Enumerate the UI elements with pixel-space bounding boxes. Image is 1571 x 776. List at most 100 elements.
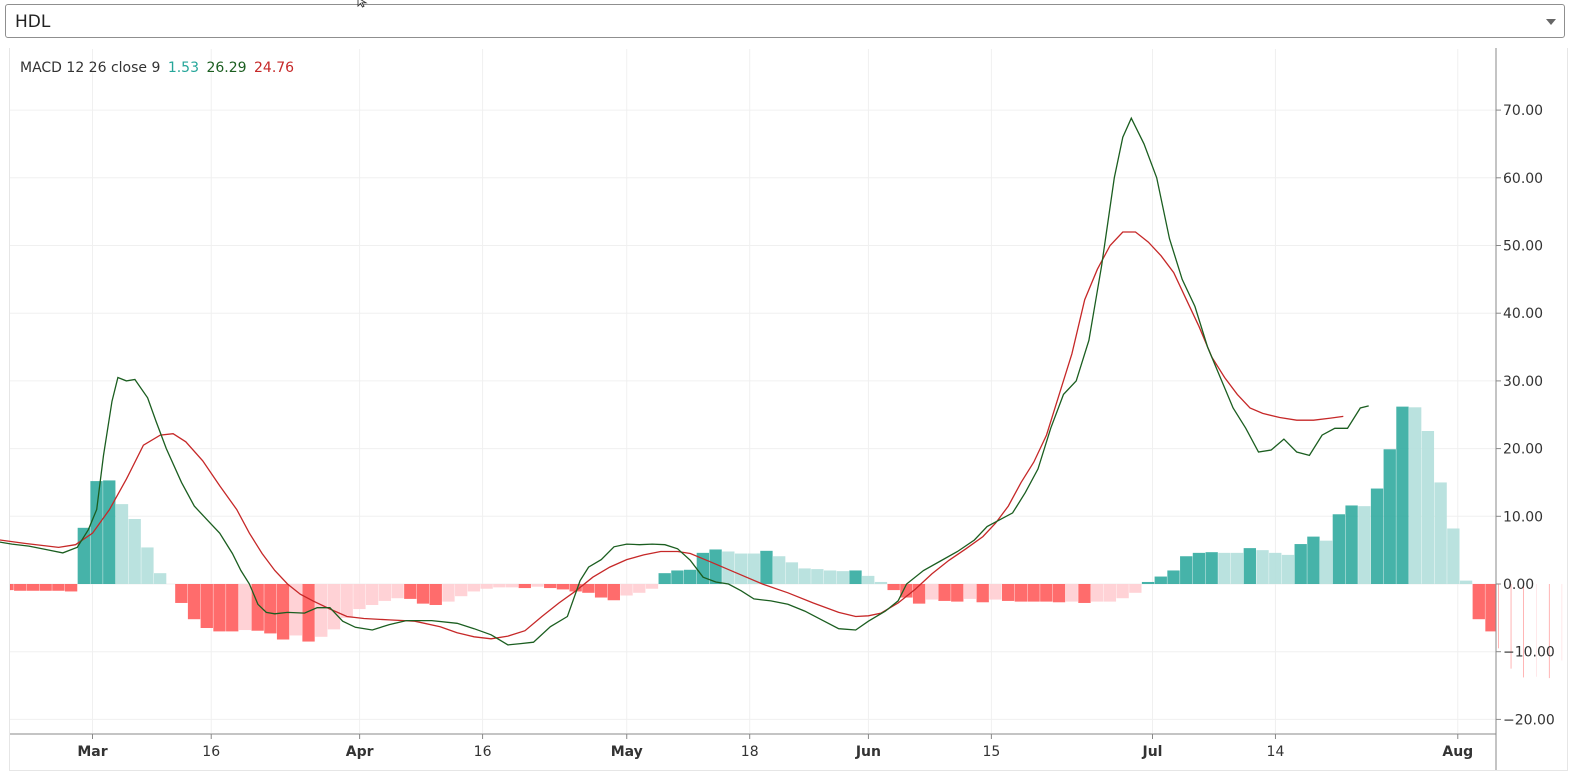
histogram-bar	[39, 584, 52, 591]
histogram-bar	[1561, 584, 1563, 661]
histogram-bar	[1078, 584, 1091, 603]
histogram-bar	[1383, 449, 1396, 584]
time-axis[interactable]: Mar16Apr16May18Jun15Jul14Aug17Sep	[77, 734, 1571, 760]
histogram-bar	[187, 584, 201, 620]
histogram-bar	[747, 553, 760, 584]
histogram-bar	[1192, 552, 1206, 584]
histogram-bar	[1434, 482, 1447, 584]
histogram-bar	[289, 584, 302, 636]
y-tick-label: 40.00	[1503, 306, 1543, 322]
histogram-bar	[938, 584, 951, 601]
histogram-bar	[1269, 552, 1282, 584]
histogram-bar	[1040, 584, 1053, 602]
histogram-bar	[1459, 580, 1473, 584]
histogram-bar	[103, 480, 116, 584]
histogram-bar	[480, 584, 493, 589]
histogram-bar	[1498, 584, 1499, 649]
y-tick-label: 0.00	[1503, 577, 1534, 593]
x-tick-label: 16	[202, 744, 220, 760]
macd-line	[0, 116, 1369, 646]
histogram-bar	[823, 570, 837, 584]
histogram-bar	[1141, 581, 1155, 584]
x-tick-label: Aug	[1442, 744, 1473, 760]
histogram-bar	[365, 584, 379, 605]
chart-legend: MACD 12 26 close 9 1.53 26.29 24.76	[20, 60, 297, 76]
histogram-bar	[1421, 430, 1435, 584]
histogram-bar	[302, 584, 315, 642]
histogram-bar	[1065, 584, 1078, 602]
histogram-bar	[925, 584, 938, 600]
histogram-bar	[1409, 407, 1422, 584]
histogram-bar	[1243, 548, 1256, 584]
histogram-bar	[1091, 584, 1104, 602]
histogram-bar	[671, 570, 684, 584]
histogram-bar	[849, 570, 862, 584]
histogram-bar	[1230, 552, 1244, 584]
histogram-bar	[734, 553, 748, 584]
price-axis[interactable]: 70.00 60.00 50.00 40.00 30.00 20.00 10.00 0.00 −…	[1496, 103, 1555, 728]
histogram-bar	[467, 584, 481, 592]
histogram-bar	[442, 584, 455, 602]
histogram-bar	[64, 584, 78, 592]
histogram-bar	[722, 551, 735, 584]
histogram-bar	[963, 584, 977, 599]
histogram-bar	[633, 584, 646, 593]
histogram-bar	[836, 571, 849, 584]
y-tick-label: −10.00	[1503, 645, 1555, 661]
histogram-bar	[26, 584, 40, 591]
histogram-bar	[1332, 514, 1346, 584]
histogram-bar	[1116, 584, 1129, 599]
histogram-bar	[569, 584, 582, 592]
mouse-cursor-icon	[357, 0, 368, 8]
histogram-bar	[1447, 528, 1460, 584]
histogram-bar	[493, 584, 506, 588]
histogram-bar	[811, 569, 824, 584]
histogram-bar	[238, 584, 252, 631]
histogram-bar	[1523, 584, 1524, 678]
symbol-select[interactable]: HDL	[5, 4, 1565, 38]
histogram-bar	[760, 550, 773, 584]
symbol-select-value: HDL	[15, 12, 51, 32]
y-tick-label: 10.00	[1503, 509, 1543, 525]
histogram-bar	[518, 584, 531, 589]
x-tick-label: Jun	[855, 744, 881, 760]
histogram-bar	[429, 584, 442, 605]
histogram-bar	[416, 584, 430, 604]
histogram-bar	[989, 584, 1002, 600]
y-tick-label: 60.00	[1503, 171, 1543, 187]
histogram-bar	[1358, 506, 1371, 584]
histogram-bar	[128, 519, 141, 584]
y-tick-label: −20.00	[1503, 712, 1555, 728]
histogram-bar	[683, 569, 697, 584]
histogram-bar	[1256, 550, 1269, 584]
histogram-bar	[544, 584, 557, 589]
histogram-bar	[90, 481, 103, 584]
histogram-bar	[1370, 488, 1384, 584]
histogram-bar	[1014, 584, 1028, 602]
histogram-bar	[115, 504, 129, 584]
histogram-bar	[353, 584, 366, 610]
x-tick-label: Jul	[1142, 744, 1163, 760]
histogram-bar	[264, 584, 277, 634]
histogram-bar	[404, 584, 417, 599]
macd-histogram	[10, 406, 1563, 679]
histogram-bar	[773, 556, 786, 584]
histogram-bar	[1396, 406, 1409, 584]
histogram-bar	[531, 584, 544, 587]
x-tick-label: 16	[474, 744, 492, 760]
histogram-bar	[556, 584, 570, 590]
histogram-bar	[455, 584, 468, 597]
histogram-bar	[141, 547, 154, 584]
histogram-bar	[52, 584, 65, 591]
histogram-bar	[1294, 544, 1307, 584]
histogram-bar	[1167, 570, 1180, 584]
chevron-down-icon[interactable]	[1546, 19, 1556, 25]
histogram-bar	[951, 584, 964, 602]
histogram-bar	[874, 581, 888, 584]
signal-line	[0, 231, 1344, 640]
histogram-bar	[505, 584, 519, 588]
histogram-bar	[798, 568, 811, 584]
legend-indicator: MACD 12 26 close 9	[20, 60, 161, 76]
histogram-bar	[887, 584, 900, 591]
